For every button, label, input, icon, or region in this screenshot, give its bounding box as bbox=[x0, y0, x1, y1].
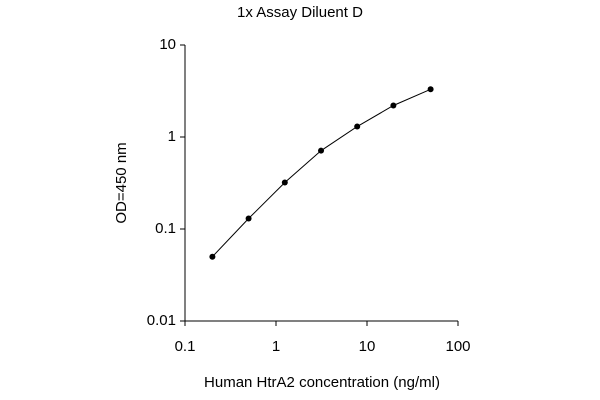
data-point bbox=[390, 102, 397, 109]
y-tick-label: 1 bbox=[168, 128, 176, 145]
x-tick-label: 100 bbox=[445, 338, 470, 355]
x-axis-label: Human HtrA2 concentration (ng/ml) bbox=[204, 374, 440, 391]
y-tick-label: 0.1 bbox=[155, 220, 176, 237]
x-tick-label: 1 bbox=[272, 338, 280, 355]
data-point bbox=[427, 86, 434, 93]
data-point bbox=[281, 179, 288, 186]
y-tick-label: 0.01 bbox=[147, 312, 176, 329]
y-tick-label: 10 bbox=[159, 36, 176, 53]
data-point bbox=[354, 123, 361, 130]
y-axis-label: OD=450 nm bbox=[113, 142, 130, 223]
data-point bbox=[209, 253, 216, 260]
data-point bbox=[245, 215, 252, 222]
x-tick-label: 0.1 bbox=[175, 338, 196, 355]
series-line bbox=[212, 88, 431, 258]
x-tick-label: 10 bbox=[359, 338, 376, 355]
chart-title: 1x Assay Diluent D bbox=[237, 4, 363, 21]
data-point bbox=[318, 147, 325, 154]
